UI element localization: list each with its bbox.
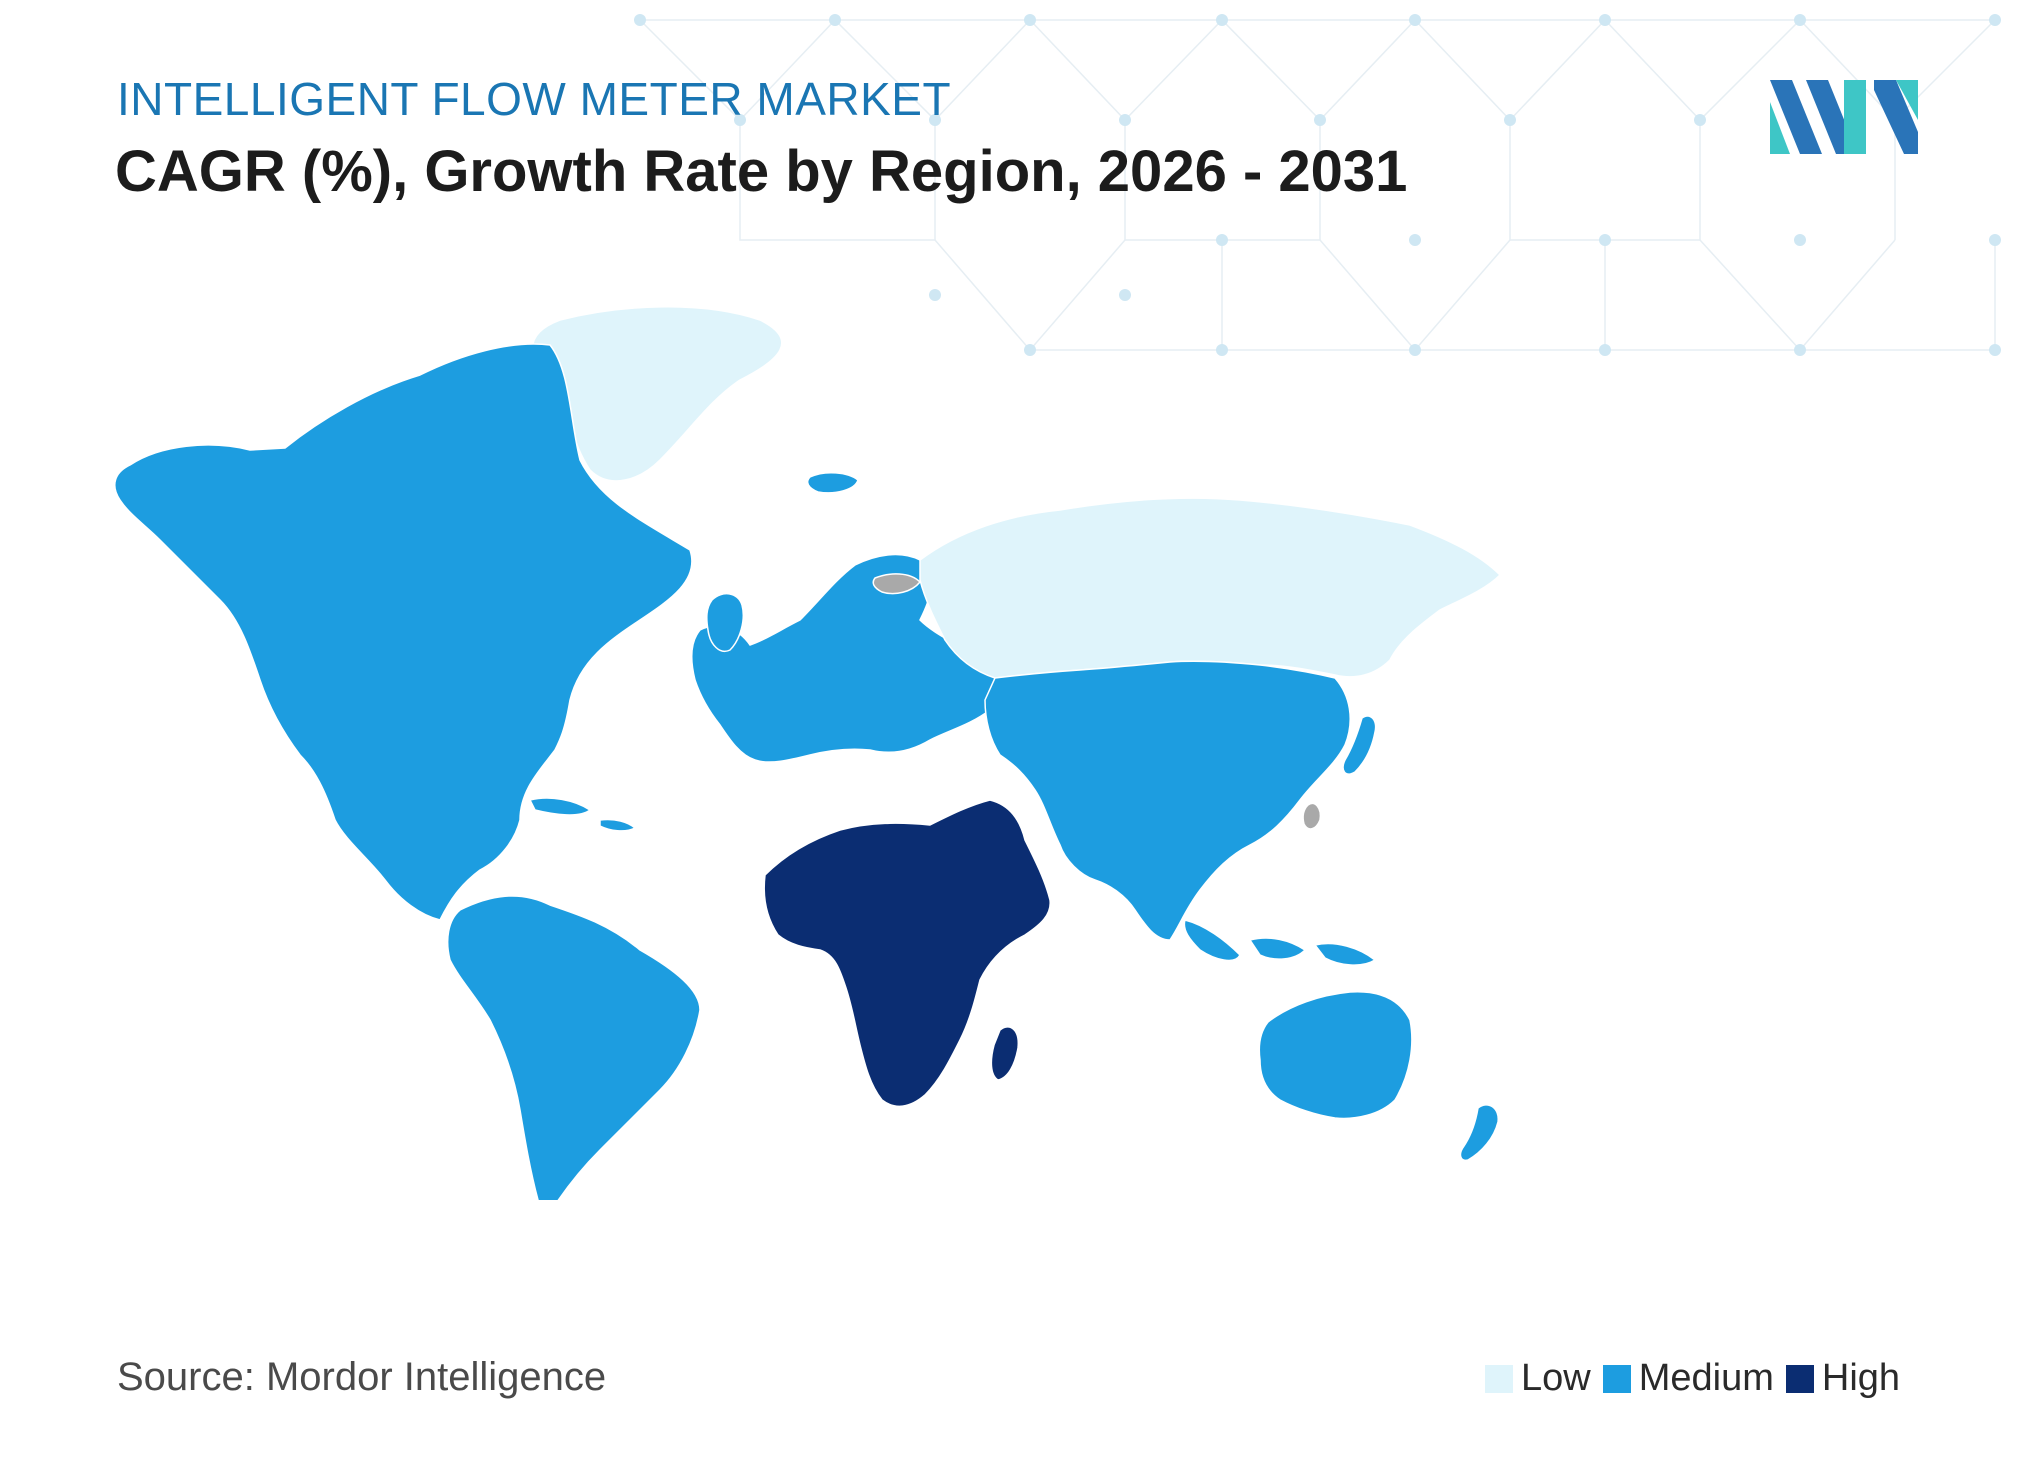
region-iceland[interactable]	[806, 472, 859, 494]
region-north-america[interactable]	[114, 343, 693, 921]
region-no-data-korea	[1302, 802, 1322, 830]
region-madagascar[interactable]	[990, 1026, 1019, 1081]
legend-swatch-medium	[1602, 1364, 1631, 1393]
chart-title: CAGR (%), Growth Rate by Region, 2026 - …	[115, 139, 1408, 204]
region-caribbean[interactable]	[528, 797, 637, 832]
region-asia[interactable]	[984, 660, 1351, 941]
region-uk-ireland[interactable]	[706, 593, 744, 652]
legend-swatch-high	[1785, 1364, 1814, 1393]
legend-label-low: Low	[1521, 1357, 1591, 1399]
source-note: Source: Mordor Intelligence	[117, 1355, 607, 1399]
region-southeast-asia[interactable]	[1183, 919, 1377, 966]
region-south-america[interactable]	[447, 895, 701, 1200]
map-legend: Low Medium High	[1485, 1357, 1900, 1400]
mordor-intelligence-logo	[1770, 80, 1918, 154]
region-australia[interactable]	[1258, 991, 1413, 1120]
region-russia[interactable]	[919, 497, 1502, 679]
region-japan[interactable]	[1342, 715, 1377, 775]
world-map	[114, 306, 1502, 1200]
region-new-zealand[interactable]	[1459, 1104, 1499, 1162]
region-no-data-svalbard	[872, 573, 922, 595]
legend-item-high: High	[1785, 1357, 1901, 1400]
legend-swatch-low	[1485, 1364, 1513, 1393]
legend-item-medium: Medium	[1602, 1357, 1774, 1400]
legend-item-low: Low	[1485, 1357, 1591, 1400]
report-subtitle: INTELLIGENT FLOW METER MARKET	[117, 73, 952, 125]
legend-label-medium: Medium	[1638, 1357, 1774, 1399]
region-middle-east-africa[interactable]	[763, 799, 1051, 1107]
legend-label-high: High	[1821, 1357, 1901, 1399]
